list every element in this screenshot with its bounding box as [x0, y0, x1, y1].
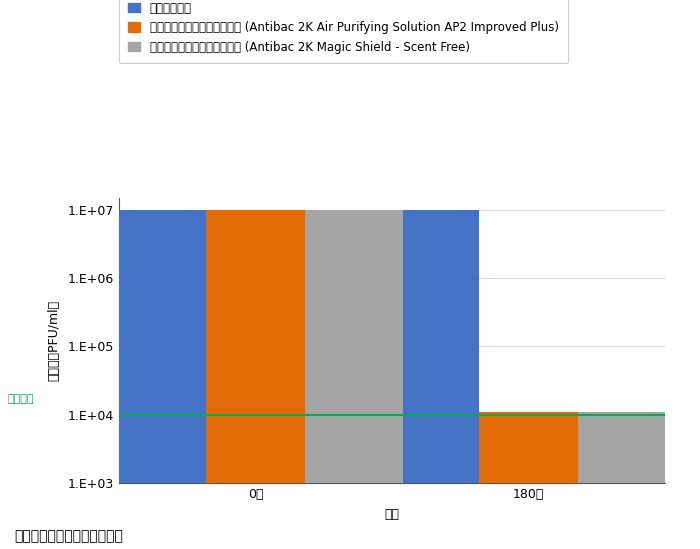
Bar — [578, 412, 676, 483]
Bar — [480, 412, 578, 483]
Text: 図１．ウイルス感染価の推移: 図１．ウイルス感染価の推移 — [14, 529, 123, 544]
Bar — [381, 210, 480, 483]
X-axis label: 時間: 時間 — [384, 508, 400, 521]
Y-axis label: 感染値（PFU/ml）: 感染値（PFU/ml） — [48, 300, 61, 381]
Bar — [206, 210, 304, 483]
Text: 検出限界: 検出限界 — [7, 394, 34, 404]
Bar — [304, 210, 403, 483]
Bar — [108, 210, 206, 483]
Legend: コントロール, リシノール酸亜邉含有除菌液 (Antibac 2K Air Purifying Solution AP2 Improved Plus), リシノ: コントロール, リシノール酸亜邉含有除菌液 (Antibac 2K Air Pu… — [119, 0, 568, 63]
